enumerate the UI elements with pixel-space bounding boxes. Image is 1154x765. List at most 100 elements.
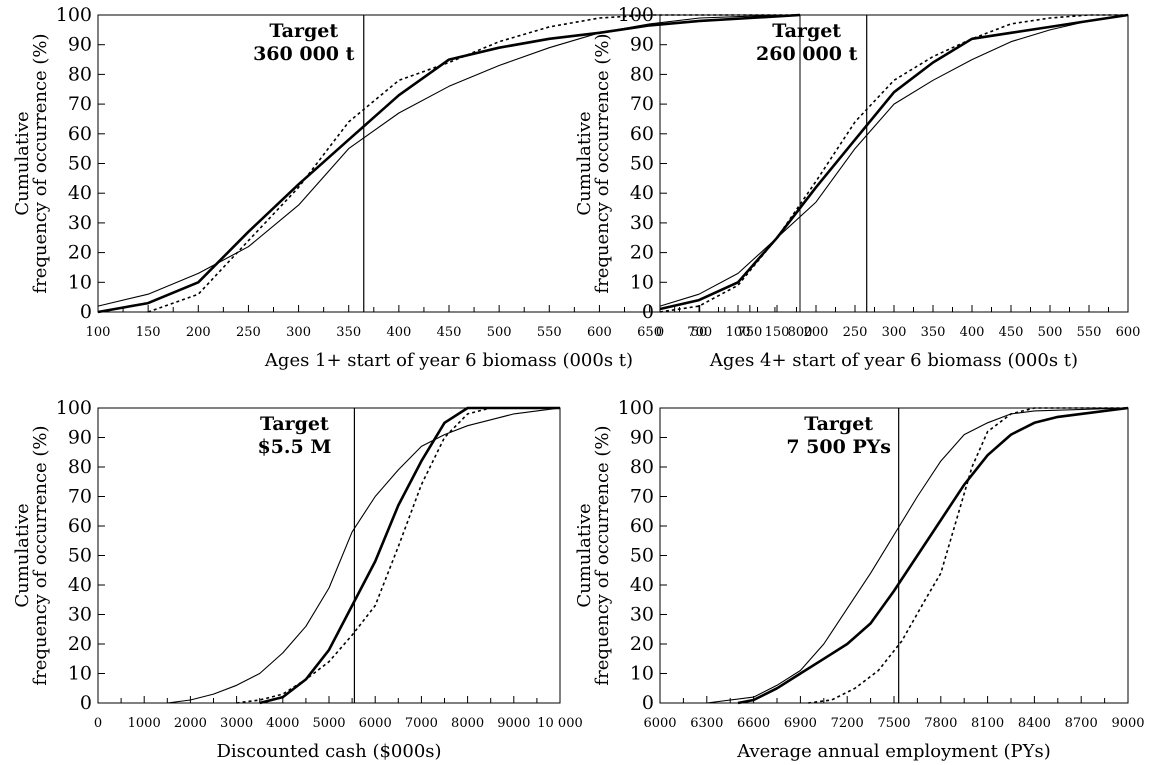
y-tick-label: 80 bbox=[630, 456, 654, 478]
y-tick-label: 10 bbox=[630, 271, 654, 293]
y-tick-label: 70 bbox=[68, 93, 92, 115]
y-tick-label: 0 bbox=[80, 301, 92, 323]
plot-frame bbox=[659, 14, 1129, 313]
y-tick-label: 20 bbox=[630, 242, 654, 264]
target-annotation-title: Target bbox=[772, 20, 841, 42]
x-tick-label: 400 bbox=[960, 325, 985, 340]
x-tick-label: 800 bbox=[788, 325, 813, 340]
x-tick-label: 500 bbox=[487, 325, 512, 340]
y-tick-label: 80 bbox=[630, 63, 654, 85]
x-tick-label: 300 bbox=[286, 325, 311, 340]
x-tick-label: 6600 bbox=[737, 716, 770, 731]
x-tick-label: 600 bbox=[1116, 325, 1141, 340]
x-tick-label: 7800 bbox=[924, 716, 957, 731]
plot-frame bbox=[659, 407, 1129, 704]
y-tick-label: 100 bbox=[618, 397, 654, 419]
x-tick-label: 250 bbox=[843, 325, 868, 340]
y-tick-label: 0 bbox=[642, 301, 654, 323]
x-tick-label: 9000 bbox=[497, 716, 530, 731]
x-tick-label: 0 bbox=[94, 716, 102, 731]
y-tick-label: 30 bbox=[68, 604, 92, 626]
y-tick-label: 60 bbox=[630, 123, 654, 145]
target-annotation-value: 7 500 PYs bbox=[786, 436, 891, 458]
x-tick-label: 3000 bbox=[220, 716, 253, 731]
y-tick-label: 60 bbox=[68, 123, 92, 145]
target-annotation-value: 260 000 t bbox=[756, 43, 858, 65]
x-tick-label: 250 bbox=[236, 325, 261, 340]
x-axis-label: Ages 1+ start of year 6 biomass (000s t) bbox=[264, 350, 633, 371]
x-tick-label: 600 bbox=[587, 325, 612, 340]
x-tick-label: 550 bbox=[537, 325, 562, 340]
series-line-thin bbox=[659, 14, 1129, 307]
y-tick-label: 70 bbox=[630, 93, 654, 115]
target-annotation-value: 360 000 t bbox=[253, 43, 355, 65]
series-line-thick bbox=[259, 406, 560, 705]
x-tick-label: 300 bbox=[882, 325, 907, 340]
y-tick-label: 30 bbox=[68, 212, 92, 234]
y-tick-label: 50 bbox=[630, 153, 654, 175]
y-tick-label: 100 bbox=[618, 4, 654, 26]
y-tick-label: 90 bbox=[630, 34, 654, 56]
y-tick-label: 50 bbox=[630, 545, 654, 567]
y-tick-label: 0 bbox=[642, 692, 654, 714]
y-tick-label: 40 bbox=[68, 574, 92, 596]
x-axis-label: Average annual employment (PYs) bbox=[736, 741, 1051, 762]
y-axis-label-line1: Cumulative bbox=[12, 503, 33, 607]
y-tick-label: 100 bbox=[56, 397, 92, 419]
y-tick-label: 10 bbox=[68, 663, 92, 685]
y-tick-label: 20 bbox=[68, 242, 92, 264]
chart-panel-4: 0 10 20 30 40 50 60 70 80 90 100 6000 6300 6600 6900 72… bbox=[574, 397, 1145, 762]
x-tick-label: 100 bbox=[86, 325, 111, 340]
y-tick-label: 30 bbox=[630, 604, 654, 626]
y-axis-label-line1: Cumulative bbox=[574, 503, 595, 607]
target-annotation-title: Target bbox=[260, 413, 329, 435]
x-tick-label: 8000 bbox=[451, 716, 484, 731]
x-tick-label: 7200 bbox=[831, 716, 864, 731]
x-tick-label: 400 bbox=[386, 325, 411, 340]
y-tick-label: 40 bbox=[68, 182, 92, 204]
y-tick-label: 90 bbox=[630, 427, 654, 449]
x-tick-label: 450 bbox=[999, 325, 1024, 340]
x-tick-label: 700 bbox=[687, 325, 712, 340]
target-annotation-value: $5.5 M bbox=[257, 436, 331, 458]
y-axis-label-line2: frequency of occurrence (%) bbox=[592, 33, 613, 293]
x-tick-label: 100 bbox=[726, 325, 751, 340]
x-tick-label: 7500 bbox=[877, 716, 910, 731]
x-tick-label: 200 bbox=[186, 325, 211, 340]
target-annotation-title: Target bbox=[269, 20, 338, 42]
series-line-thick bbox=[97, 13, 801, 314]
x-tick-label: 6000 bbox=[359, 716, 392, 731]
x-tick-label: 6300 bbox=[690, 716, 723, 731]
y-tick-label: 10 bbox=[68, 271, 92, 293]
y-axis-label-line2: frequency of occurrence (%) bbox=[30, 425, 51, 685]
x-tick-label: 50 bbox=[691, 325, 708, 340]
x-tick-label: 500 bbox=[1038, 325, 1063, 340]
x-tick-label: 10 000 bbox=[537, 716, 583, 731]
y-tick-label: 70 bbox=[68, 486, 92, 508]
y-tick-label: 90 bbox=[68, 427, 92, 449]
series-line-dotted bbox=[659, 14, 1128, 313]
x-tick-label: 9000 bbox=[1111, 716, 1144, 731]
x-tick-label: 5000 bbox=[312, 716, 345, 731]
y-axis-label-line2: frequency of occurrence (%) bbox=[30, 33, 51, 293]
x-tick-label: 150 bbox=[765, 325, 790, 340]
x-tick-label: 7000 bbox=[405, 716, 438, 731]
x-tick-label: 150 bbox=[136, 325, 161, 340]
x-axis-label: Ages 4+ start of year 6 biomass (000s t) bbox=[709, 350, 1078, 371]
x-tick-label: 8700 bbox=[1065, 716, 1098, 731]
series-line-dotted bbox=[236, 407, 560, 704]
y-tick-label: 50 bbox=[68, 153, 92, 175]
x-tick-label: 2000 bbox=[174, 716, 207, 731]
x-tick-label: 200 bbox=[804, 325, 829, 340]
series-line-dotted bbox=[808, 407, 1128, 704]
x-axis-label: Discounted cash ($000s) bbox=[216, 741, 441, 762]
y-tick-label: 50 bbox=[68, 545, 92, 567]
y-tick-label: 20 bbox=[630, 633, 654, 655]
y-tick-label: 80 bbox=[68, 63, 92, 85]
y-tick-label: 40 bbox=[630, 574, 654, 596]
x-tick-label: 350 bbox=[336, 325, 361, 340]
y-tick-label: 40 bbox=[630, 182, 654, 204]
